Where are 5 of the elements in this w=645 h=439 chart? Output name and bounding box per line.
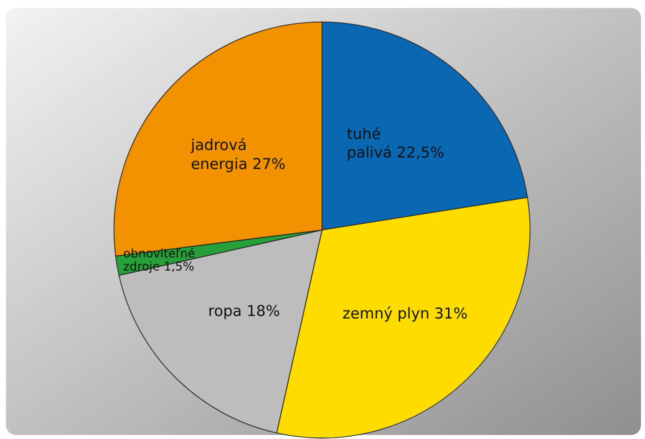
slice-label: zemný plyn 31%	[342, 304, 468, 323]
slice-label: jadrová energia 27%	[190, 136, 286, 173]
slice-label: obnoviteľné zdroje 1,5%	[123, 246, 196, 274]
slice-label: ropa 18%	[208, 302, 280, 320]
slice-label: tuhé palivá 22,5%	[346, 124, 444, 162]
